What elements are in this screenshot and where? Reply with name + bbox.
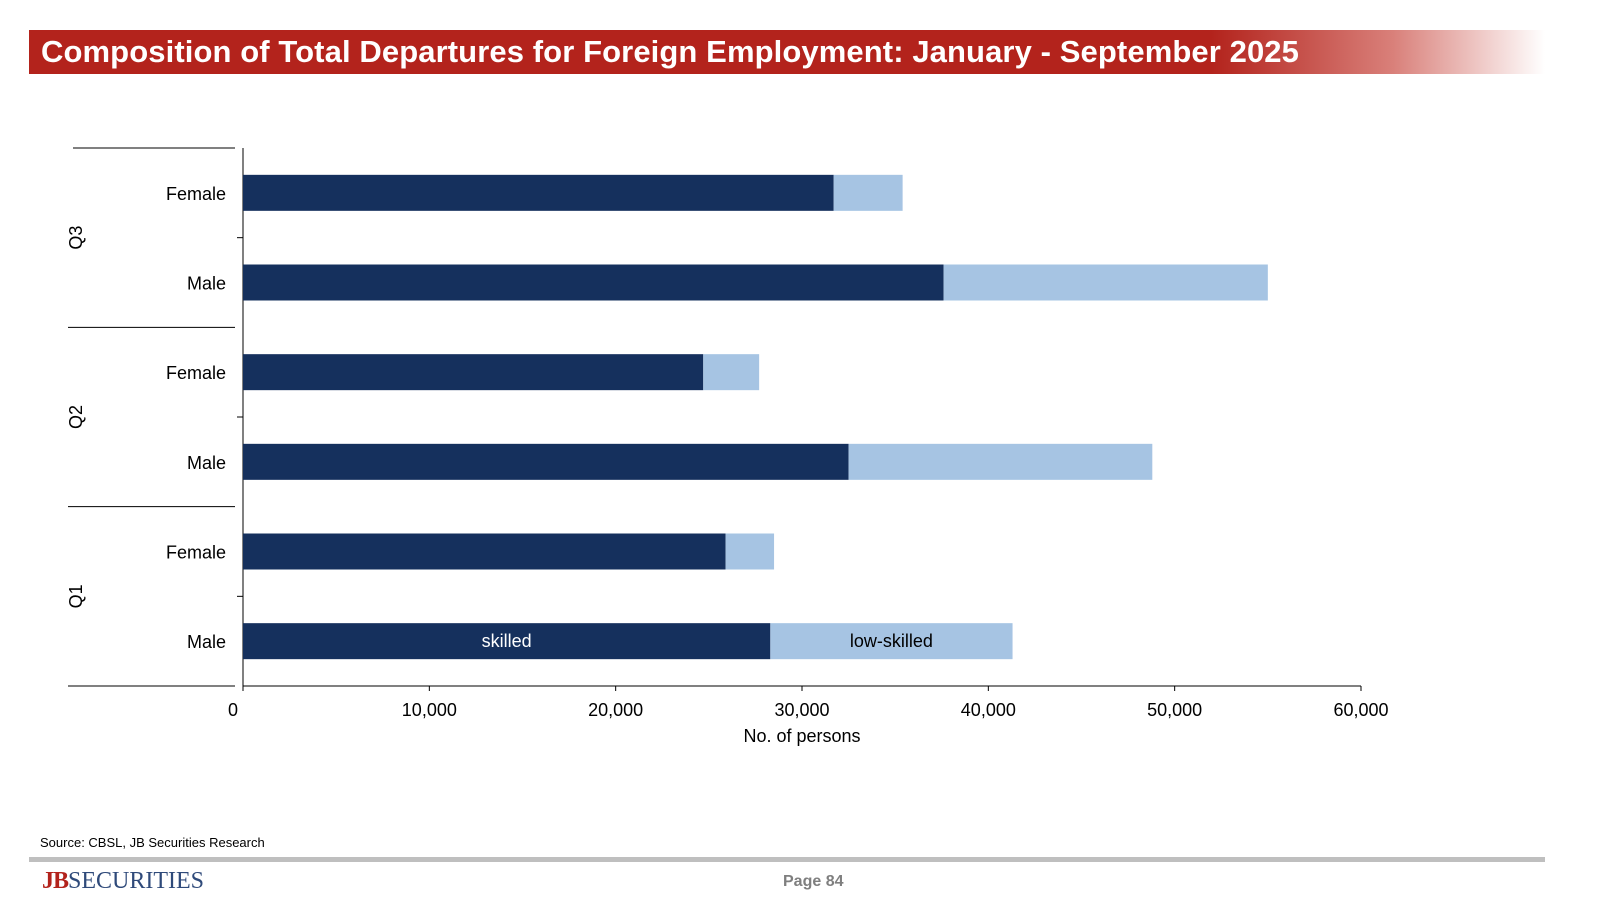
category-label: Female xyxy=(166,363,226,383)
group-label-q3: Q3 xyxy=(66,226,86,250)
title-bar: Composition of Total Departures for Fore… xyxy=(29,30,1545,74)
group-label-q2: Q2 xyxy=(66,405,86,429)
bar-low-skilled-q3-male xyxy=(943,264,1268,301)
group-label-q1: Q1 xyxy=(66,584,86,608)
page-number: Page 84 xyxy=(783,873,844,890)
annotation-low-skilled: low-skilled xyxy=(850,631,933,651)
bar-skilled-q1-male xyxy=(243,623,771,660)
x-tick-label: 50,000 xyxy=(1147,700,1202,720)
logo-securities: SECURITIES xyxy=(68,868,205,894)
x-tick-label: 30,000 xyxy=(774,700,829,720)
jb-securities-logo: JBSECURITIES xyxy=(42,868,204,895)
bar-low-skilled-q2-female xyxy=(703,354,760,391)
category-label: Female xyxy=(166,543,226,563)
x-tick-label: 0 xyxy=(228,700,238,720)
annotation-skilled: skilled xyxy=(482,631,532,651)
bar-skilled-q3-female xyxy=(243,174,834,211)
bar-skilled-q2-male xyxy=(243,443,849,480)
bar-skilled-q3-male xyxy=(243,264,944,301)
x-tick-label: 10,000 xyxy=(402,700,457,720)
x-tick-label: 20,000 xyxy=(588,700,643,720)
bar-low-skilled-q1-male xyxy=(770,623,1013,660)
page-title: Composition of Total Departures for Fore… xyxy=(41,34,1299,69)
logo-jb: JB xyxy=(42,868,69,894)
bar-low-skilled-q2-male xyxy=(848,443,1153,480)
category-label: Male xyxy=(187,632,226,652)
bar-low-skilled-q3-female xyxy=(833,174,903,211)
bar-low-skilled-q1-female xyxy=(725,533,775,570)
bar-skilled-q2-female xyxy=(243,354,704,391)
footer-divider xyxy=(29,857,1545,862)
source-note: Source: CBSL, JB Securities Research xyxy=(40,835,265,850)
category-label: Male xyxy=(187,274,226,294)
bar-skilled-q1-female xyxy=(243,533,726,570)
x-tick-label: 40,000 xyxy=(961,700,1016,720)
x-tick-label: 60,000 xyxy=(1333,700,1388,720)
x-axis-title: No. of persons xyxy=(743,726,860,746)
category-label: Male xyxy=(187,453,226,473)
category-label: Female xyxy=(166,184,226,204)
